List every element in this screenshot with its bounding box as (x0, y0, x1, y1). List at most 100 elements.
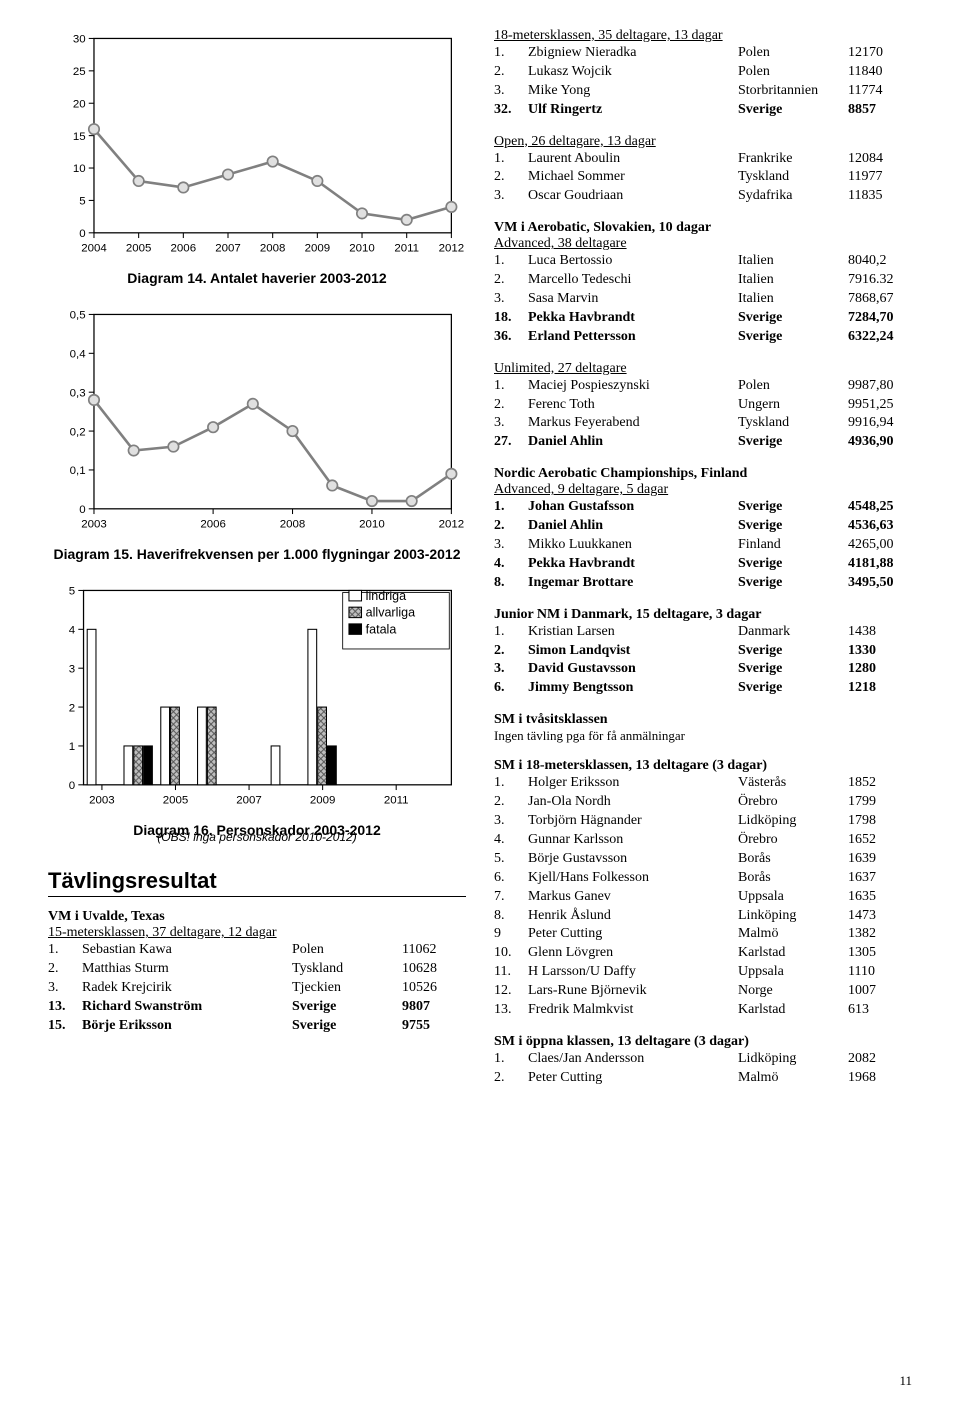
cell-c-name: Ferenc Toth (528, 396, 738, 415)
cell-c-pos: 3. (494, 82, 528, 101)
svg-text:fatala: fatala (366, 622, 397, 636)
result-row: 3.Radek KrejcirikTjeckien10526 (48, 979, 466, 998)
cell-c-ctry: Italien (738, 252, 848, 271)
result-row: 1.Laurent AboulinFrankrike12084 (494, 150, 912, 169)
cell-c-score: 9987,80 (848, 377, 912, 396)
cell-c-name: Peter Cutting (528, 925, 738, 944)
result-row: 3.David GustavssonSverige1280 (494, 660, 912, 679)
result-block: VM i Aerobatic, Slovakien, 10 dagarAdvan… (494, 220, 912, 346)
cell-c-pos: 3. (494, 660, 528, 679)
cell-c-score: 9755 (402, 1017, 466, 1036)
block-subtitle: Advanced, 9 deltagare, 5 dagar (494, 482, 912, 498)
svg-text:2008: 2008 (260, 243, 286, 255)
block-title: SM i öppna klassen, 13 deltagare (3 daga… (494, 1034, 912, 1050)
svg-text:4: 4 (69, 625, 76, 637)
left-column: 0510152025302004200520062007200820092010… (48, 28, 466, 1389)
cell-c-pos: 8. (494, 574, 528, 593)
result-row: 2.Simon LandqvistSverige1330 (494, 642, 912, 661)
cell-c-ctry: Italien (738, 271, 848, 290)
cell-c-pos: 13. (494, 1001, 528, 1020)
cell-c-score: 1110 (848, 963, 912, 982)
cell-c-ctry: Polen (738, 63, 848, 82)
cell-c-pos: 1. (494, 377, 528, 396)
cell-c-score: 1330 (848, 642, 912, 661)
svg-text:allvarliga: allvarliga (366, 606, 415, 620)
svg-text:2010: 2010 (349, 243, 375, 255)
svg-text:lindriga: lindriga (366, 589, 406, 603)
cell-c-name: Pekka Havbrandt (528, 555, 738, 574)
svg-text:2007: 2007 (236, 795, 262, 807)
cell-c-ctry: Uppsala (738, 888, 848, 907)
cell-c-score: 9951,25 (848, 396, 912, 415)
cell-c-name: Sebastian Kawa (82, 941, 292, 960)
cell-c-score: 1852 (848, 774, 912, 793)
result-row: 3.Mikko LuukkanenFinland4265,00 (494, 536, 912, 555)
block-title: SM i tvåsitsklassen (494, 712, 912, 728)
cell-c-pos: 1. (494, 44, 528, 63)
cell-c-pos: 15. (48, 1017, 82, 1036)
cell-c-name: Gunnar Karlsson (528, 831, 738, 850)
cell-c-ctry: Tyskland (738, 168, 848, 187)
cell-c-score: 7284,70 (848, 309, 912, 328)
cell-c-score: 7916.32 (848, 271, 912, 290)
cell-c-name: Jimmy Bengtsson (528, 679, 738, 698)
svg-text:2009: 2009 (305, 243, 331, 255)
cell-c-pos: 3. (494, 536, 528, 555)
cell-c-name: Sasa Marvin (528, 290, 738, 309)
cell-c-score: 9807 (402, 998, 466, 1017)
cell-c-pos: 9 (494, 925, 528, 944)
chart-2: 00,10,20,30,40,520032006200820102012 Dia… (48, 304, 466, 580)
cell-c-ctry: Sverige (738, 517, 848, 536)
cell-c-name: Glenn Lövgren (528, 944, 738, 963)
chart-1: 0510152025302004200520062007200820092010… (48, 28, 466, 304)
block-footnote: Ingen tävling pga för få anmälningar (494, 728, 912, 744)
cell-c-name: Torbjörn Hägnander (528, 812, 738, 831)
svg-text:2005: 2005 (126, 243, 152, 255)
cell-c-ctry: Danmark (738, 623, 848, 642)
cell-c-name: Mikko Luukkanen (528, 536, 738, 555)
cell-c-name: Luca Bertossio (528, 252, 738, 271)
svg-text:2003: 2003 (81, 519, 107, 531)
cell-c-name: Peter Cutting (528, 1069, 738, 1088)
cell-c-name: Mike Yong (528, 82, 738, 101)
cell-c-score: 9916,94 (848, 414, 912, 433)
cell-c-name: Ulf Ringertz (528, 101, 738, 120)
cell-c-name: Börje Eriksson (82, 1017, 292, 1036)
cell-c-ctry: Örebro (738, 793, 848, 812)
cell-c-pos: 3. (494, 414, 528, 433)
cell-c-score: 12084 (848, 150, 912, 169)
cell-c-ctry: Sverige (738, 433, 848, 452)
cell-c-name: Kristian Larsen (528, 623, 738, 642)
cell-c-name: Zbigniew Nieradka (528, 44, 738, 63)
cell-c-ctry: Sverige (738, 660, 848, 679)
cell-c-name: David Gustavsson (528, 660, 738, 679)
cell-c-ctry: Karlstad (738, 944, 848, 963)
cell-c-pos: 13. (48, 998, 82, 1017)
cell-c-name: Ingemar Brottare (528, 574, 738, 593)
result-row: 2.Michael SommerTyskland11977 (494, 168, 912, 187)
cell-c-pos: 11. (494, 963, 528, 982)
svg-text:10: 10 (73, 163, 86, 175)
cell-c-ctry: Borås (738, 869, 848, 888)
cell-c-pos: 4. (494, 555, 528, 574)
cell-c-name: Jan-Ola Nordh (528, 793, 738, 812)
cell-c-score: 1280 (848, 660, 912, 679)
svg-text:2009: 2009 (310, 795, 336, 807)
cell-c-score: 10628 (402, 960, 466, 979)
cell-c-name: Henrik Åslund (528, 907, 738, 926)
cell-c-pos: 1. (494, 1050, 528, 1069)
result-row: 2.Daniel AhlinSverige4536,63 (494, 517, 912, 536)
svg-text:5: 5 (69, 586, 75, 598)
cell-c-name: Matthias Sturm (82, 960, 292, 979)
svg-text:2006: 2006 (200, 519, 226, 531)
cell-c-ctry: Polen (738, 44, 848, 63)
cell-c-score: 1305 (848, 944, 912, 963)
cell-c-ctry: Lidköping (738, 812, 848, 831)
cell-c-pos: 1. (494, 623, 528, 642)
cell-c-ctry: Finland (738, 536, 848, 555)
block-title: VM i Uvalde, Texas (48, 909, 466, 925)
cell-c-score: 1438 (848, 623, 912, 642)
chart-3-svg: 01234520032005200720092011lindrigaallvar… (48, 580, 466, 814)
cell-c-ctry: Tjeckien (292, 979, 402, 998)
chart-3-subtitle: (OBS! inga personskador 2010-2012) (48, 830, 466, 844)
